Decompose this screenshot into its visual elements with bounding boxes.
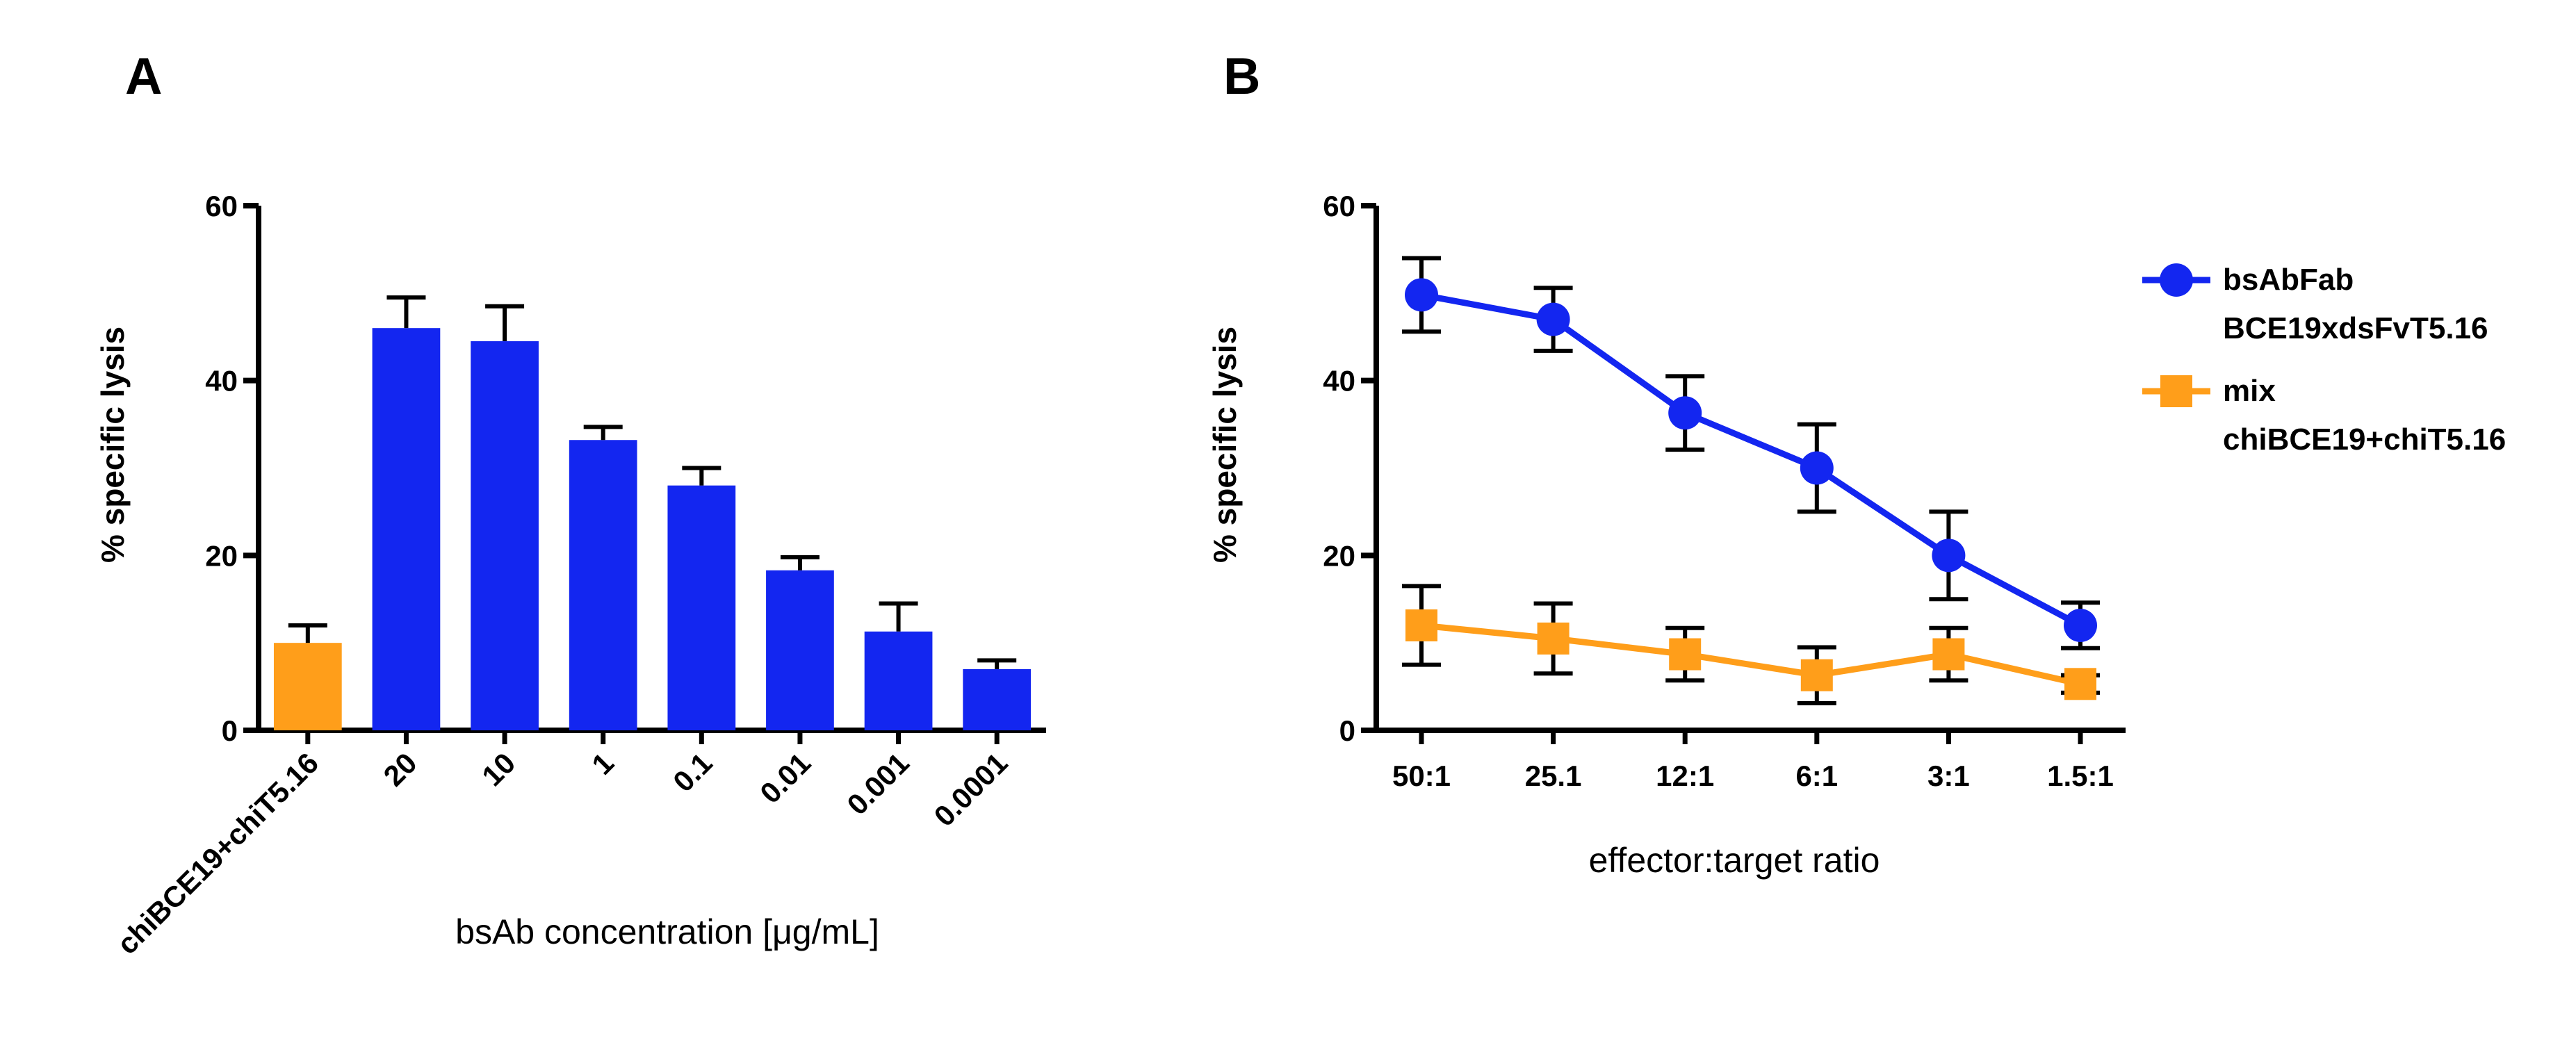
legend-item-1: bsAbFab BCE19xdsFvT5.16 [2142,263,2488,345]
chart-a-x-tick-label: chiBCE19+chiT5.16 [111,746,325,960]
legend-label: mix [2223,374,2276,408]
chart-b-y-tick-label: 40 [1323,365,1355,397]
legend-label: chiBCE19+chiT5.16 [2223,422,2506,457]
chart-b-x-tick-label: 6:1 [1795,760,1838,792]
chart-a-bar [273,643,342,730]
chart-b-series-line [1421,291,2082,628]
chart-b-series-line [1421,622,2081,687]
chart-b-point [1668,396,1702,430]
chart-b-x-axis-label: effector:target ratio [1589,841,1880,880]
chart-b-point [1537,622,1570,655]
chart-a-bars [273,328,1032,731]
chart-b-x-tick-label: 50:1 [1392,760,1451,792]
chart-b-series-2 [1402,584,2100,705]
chart-b-point [1932,638,1965,671]
chart-a-x-tick-label: 0.0001 [927,746,1013,832]
chart-b-point [1800,451,1834,485]
chart-a-x-tick-label: 0.01 [753,746,817,810]
chart-a-bar [471,341,539,731]
chart-b-point [1405,278,1438,312]
chart-b-axes [1373,206,2126,733]
chart-b-point [1800,659,1833,691]
chart-b-legend: bsAbFab BCE19xdsFvT5.16 mix chiBCE19+chiT5.… [2142,263,2506,457]
chart-b-point [1932,539,1966,573]
chart-b-series-1 [1402,256,2100,650]
chart-b-y-tick-label: 60 [1323,190,1355,222]
chart-a-y-tick-label: 40 [205,365,238,397]
legend-item-2: mix chiBCE19+chiT5.16 [2142,374,2506,457]
chart-a-y-tick-label: 20 [205,539,238,572]
chart-b-point [2064,668,2096,700]
chart-a-bar [864,631,933,730]
chart-b-x-tick-label: 1.5:1 [2047,760,2114,792]
chart-b-point [1669,638,1702,671]
panel-label-a: A [125,47,162,105]
chart-a: A 0 20 40 60 chiBCE19+chiT5.16 20 10 1 0.1 0.01 0… [95,47,1046,960]
chart-b-point [2064,609,2097,642]
chart-b-point [1405,609,1437,641]
chart-a-error-bars [288,295,1017,669]
legend-label: bsAbFab [2223,263,2354,297]
chart-a-bar [569,440,637,730]
chart-a-x-tick-label: 20 [377,746,423,792]
chart-b-y-axis-label: % specific lysis [1207,327,1243,563]
chart-a-bar [963,668,1032,730]
chart-b-point [1536,302,1570,336]
chart-a-y-tick-label: 0 [222,714,238,747]
chart-b-x-tick-label: 3:1 [1927,760,1970,792]
chart-a-y-axis-label: % specific lysis [95,327,131,563]
legend-marker [2160,263,2193,297]
chart-a-y-tick-label: 60 [205,190,238,222]
chart-b-x-ticks: 50:1 25.1 12:1 6:1 3:1 1.5:1 [1392,730,2114,792]
chart-a-bar [766,570,834,730]
chart-a-y-ticks: 0 20 40 60 [205,190,259,747]
chart-a-x-tick-label: 0.1 [667,746,719,798]
chart-a-x-tick-label: 0.001 [840,746,915,821]
chart-a-bar [372,328,441,731]
chart-a-bar [667,485,736,730]
chart-a-x-tick-label: 10 [475,746,521,792]
panel-label-b: B [1223,47,1260,105]
chart-b-y-tick-label: 20 [1323,539,1355,572]
chart-b-x-tick-label: 12:1 [1656,760,1714,792]
chart-b-y-tick-label: 0 [1339,714,1355,747]
chart-b-series [1402,256,2100,705]
chart-b: B 0 20 40 60 50:1 25.1 12:1 6:1 3:1 1.5:1 % spec… [1207,47,2506,880]
legend-marker [2160,375,2192,407]
chart-b-y-ticks: 0 20 40 60 [1323,190,1376,747]
legend-label: BCE19xdsFvT5.16 [2223,311,2488,345]
chart-a-x-axis-label: bsAb concentration [μg/mL] [455,912,879,951]
chart-a-x-tick-label: 1 [585,746,620,781]
chart-b-x-tick-label: 25.1 [1525,760,1582,792]
